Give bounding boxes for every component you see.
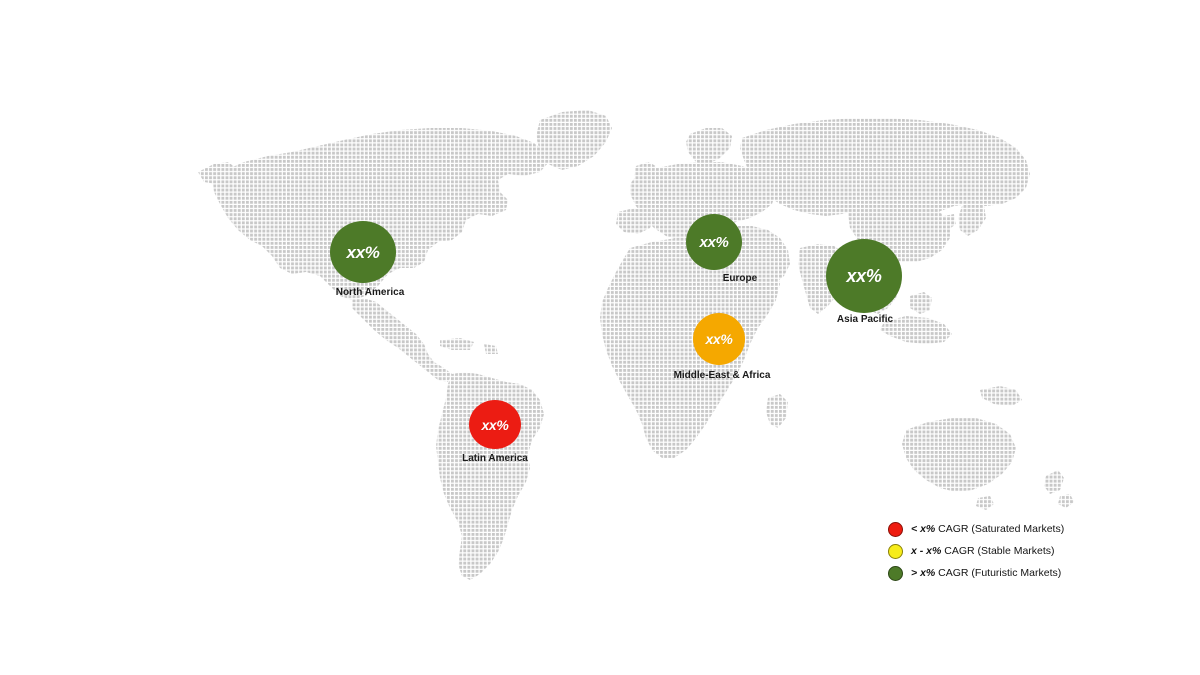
legend-label-saturated: < x% CAGR (Saturated Markets)	[911, 524, 1064, 535]
bubble-value-middle-east-africa: xx%	[705, 331, 733, 347]
region-label-latin-america: Latin America	[462, 453, 528, 464]
bubble-value-europe: xx%	[699, 233, 729, 251]
legend-value-saturated: x%	[920, 522, 936, 535]
bubble-circle-north-america[interactable]: xx%	[330, 221, 396, 283]
legend-row-saturated[interactable]: < x% CAGR (Saturated Markets)	[888, 518, 1064, 540]
legend-value-futuristic: x%	[920, 566, 936, 579]
legend-row-futuristic[interactable]: > x% CAGR (Futuristic Markets)	[888, 562, 1064, 584]
region-label-north-america: North America	[335, 287, 405, 298]
legend-value-stable: x - x%	[911, 544, 942, 557]
legend-suffix-saturated: CAGR (Saturated Markets)	[938, 522, 1065, 535]
legend-dot-red-icon	[888, 521, 903, 537]
bubble-circle-asia-pacific[interactable]: xx%	[826, 239, 902, 313]
bubble-circle-middle-east-africa[interactable]: xx%	[693, 313, 745, 365]
bubble-value-asia-pacific: xx%	[846, 266, 882, 286]
region-label-europe: Europe	[722, 273, 758, 284]
legend-label-stable: x - x% CAGR (Stable Markets)	[911, 546, 1055, 557]
legend-prefix-futuristic: >	[911, 566, 918, 579]
legend-row-stable[interactable]: x - x% CAGR (Stable Markets)	[888, 540, 1064, 562]
legend-dot-yellow-icon	[888, 543, 903, 559]
region-label-middle-east-africa: Middle-East & Africa	[673, 370, 771, 381]
legend-suffix-futuristic: CAGR (Futuristic Markets)	[938, 566, 1062, 579]
legend: < x% CAGR (Saturated Markets) x - x% CAG…	[888, 518, 1064, 584]
region-label-asia-pacific: Asia Pacific	[836, 314, 894, 325]
legend-prefix-saturated: <	[911, 522, 918, 535]
bubble-circle-latin-america[interactable]: xx%	[469, 400, 521, 449]
legend-dot-green-icon	[888, 565, 903, 581]
bubble-value-latin-america: xx%	[481, 416, 509, 433]
bubble-value-north-america: xx%	[346, 242, 380, 262]
legend-label-futuristic: > x% CAGR (Futuristic Markets)	[911, 568, 1061, 579]
bubble-circle-europe[interactable]: xx%	[686, 214, 742, 270]
legend-suffix-stable: CAGR (Stable Markets)	[944, 544, 1055, 557]
